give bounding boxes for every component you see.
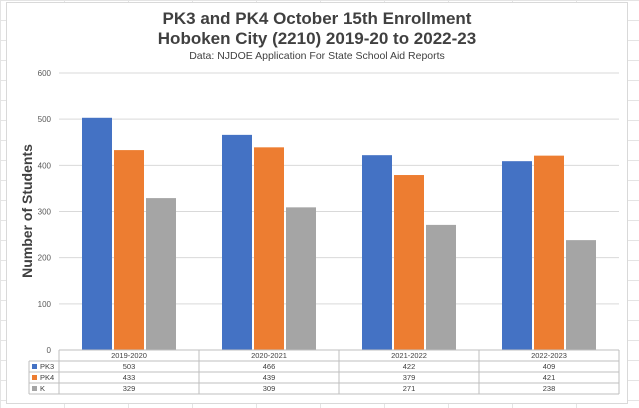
chart-title: PK3 and PK4 October 15th Enrollment (162, 9, 472, 28)
bar-pk3-2020-2021 (222, 134, 252, 350)
bar-k-2021-2022 (426, 224, 456, 350)
x-tick-label: 2021-2022 (391, 351, 427, 360)
y-tick-label: 400 (38, 161, 52, 170)
bar-pk4-2022-2023 (534, 155, 564, 350)
data-table-value: 379 (403, 373, 416, 382)
bar-pk4-2021-2022 (394, 175, 424, 350)
y-tick-label: 600 (38, 69, 52, 78)
bar-k-2020-2021 (286, 207, 316, 350)
plot-area: 0 100 200 300 400 500 600 2019-2020 2020-2021 202… (28, 69, 620, 395)
legend-label-k: K (40, 384, 45, 393)
bar-pk3-2021-2022 (362, 155, 392, 350)
y-tick-label: 300 (38, 208, 52, 217)
bar-k-2019-2020 (146, 198, 176, 350)
x-tick-label: 2020-2021 (251, 351, 287, 360)
data-table-value: 433 (123, 373, 136, 382)
data-table-value: 238 (543, 384, 556, 393)
y-tick-label: 200 (38, 254, 52, 263)
bar-pk3-2019-2020 (82, 117, 112, 350)
data-table-value: 422 (403, 362, 416, 371)
chart-title-line2: Hoboken City (2210) 2019-20 to 2022-23 (157, 29, 477, 48)
bar-k-2022-2023 (566, 240, 596, 350)
data-table-value: 503 (123, 362, 136, 371)
chart-area[interactable]: PK3 and PK4 October 15th Enrollment Hobo… (6, 2, 628, 404)
data-table-value: 421 (543, 373, 556, 382)
bar-pk4-2019-2020 (114, 150, 144, 350)
legend-label-pk4: PK4 (40, 373, 54, 382)
y-tick-label: 0 (47, 346, 52, 355)
legend-key-pk3 (32, 364, 37, 369)
legend-label-pk3: PK3 (40, 362, 54, 371)
data-table-value: 439 (263, 373, 276, 382)
data-table-value: 329 (123, 384, 136, 393)
data-table-value: 309 (263, 384, 276, 393)
bar-pk3-2022-2023 (502, 161, 532, 350)
bar-pk4-2020-2021 (254, 147, 284, 350)
x-tick-label: 2019-2020 (111, 351, 147, 360)
chart-subtitle: Data: NJDOE Application For State School… (189, 50, 445, 62)
y-tick-label: 100 (38, 300, 52, 309)
legend-key-k (32, 386, 37, 391)
x-tick-label: 2022-2023 (531, 351, 567, 360)
data-table-value: 271 (403, 384, 416, 393)
data-table-value: 409 (543, 362, 556, 371)
legend-key-pk4 (32, 375, 37, 380)
data-table-value: 466 (263, 362, 276, 371)
y-tick-label: 500 (38, 115, 52, 124)
